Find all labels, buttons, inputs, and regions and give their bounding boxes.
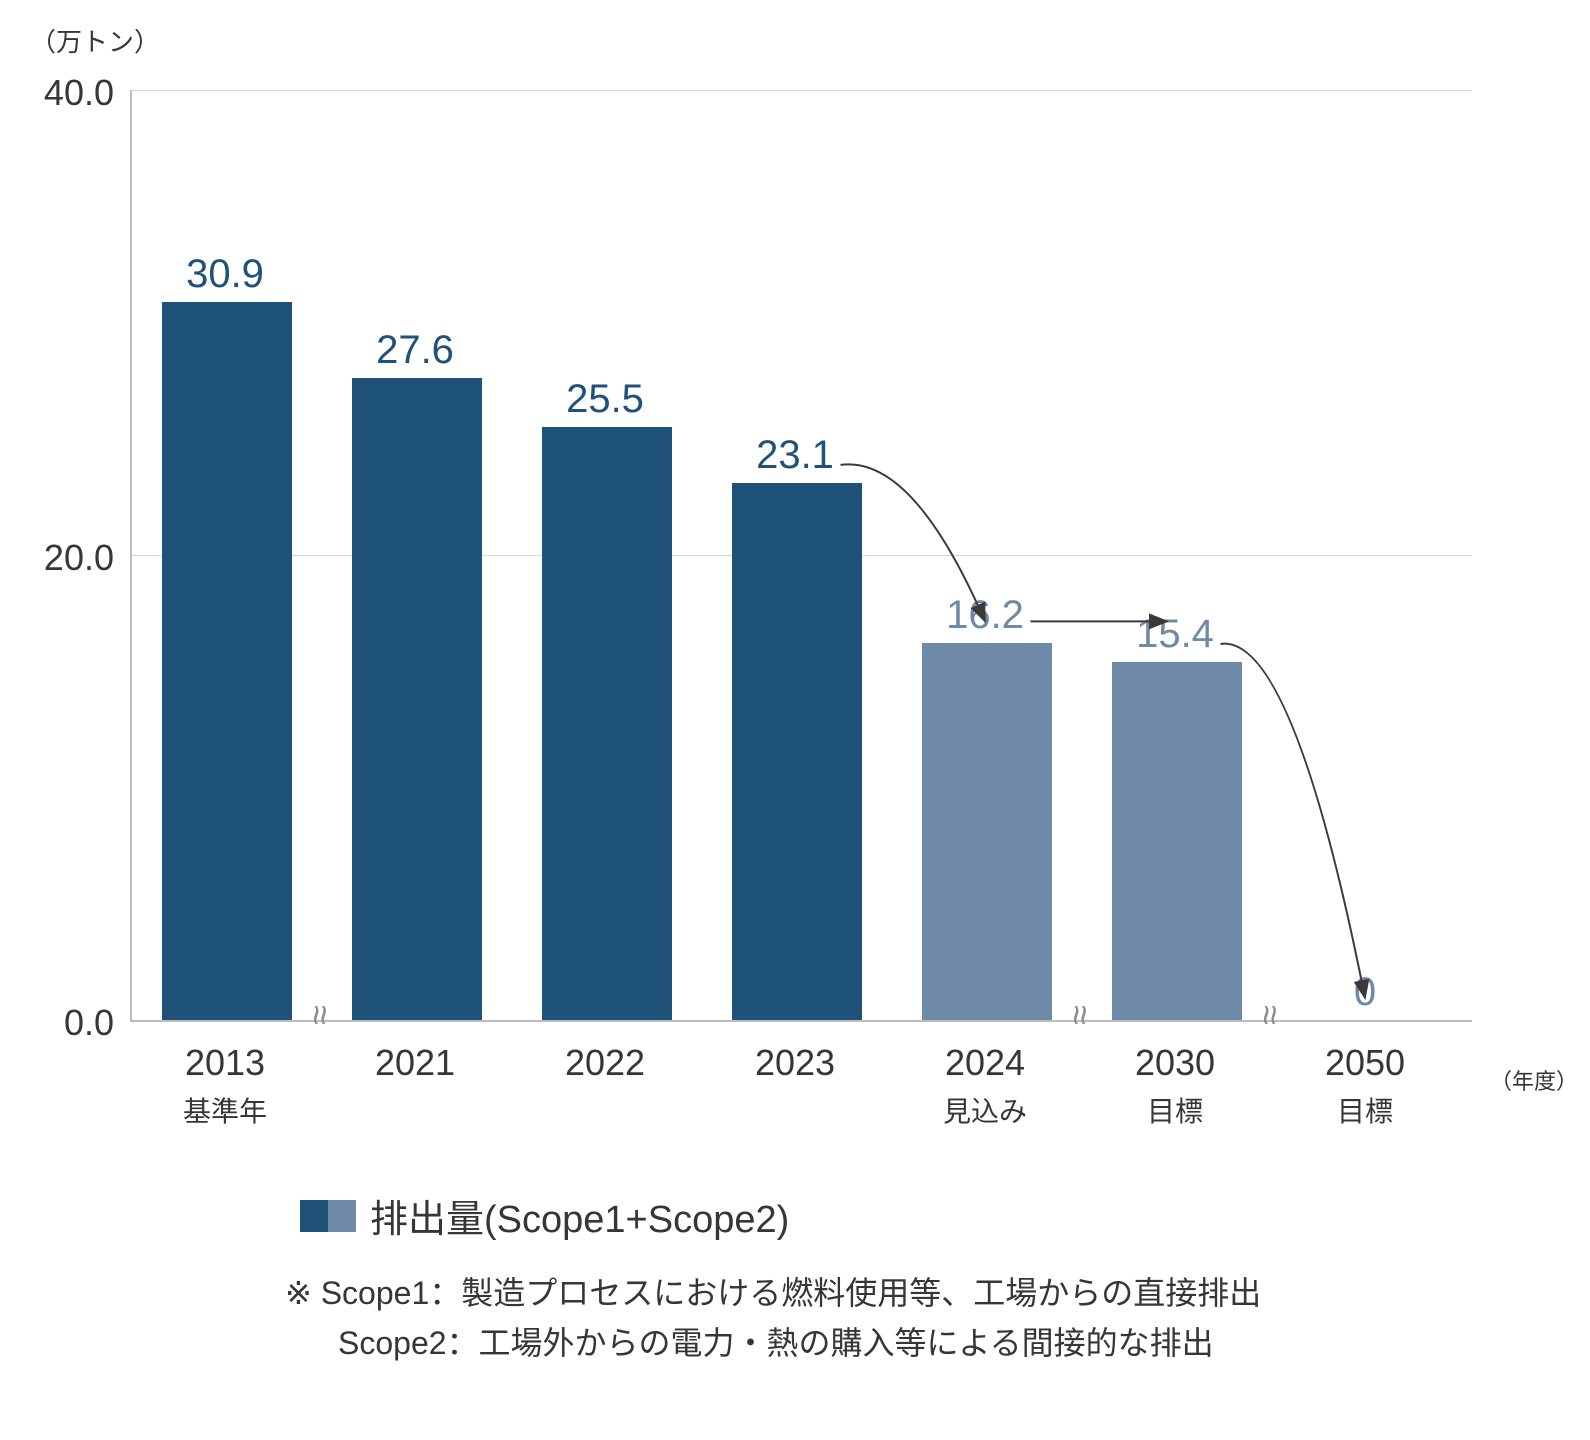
bar: [352, 378, 482, 1020]
x-tick-label: 2023: [755, 1042, 835, 1084]
emissions-bar-chart: （万トン） 排出量(Scope1+Scope2) ※ Scope1：製造プロセス…: [0, 0, 1590, 1440]
bar-value-label: 25.5: [566, 377, 644, 422]
bar: [922, 643, 1052, 1020]
x-tick-label: 2021: [375, 1042, 455, 1084]
bar-value-label: 27.6: [376, 328, 454, 373]
y-tick-label: 40.0: [44, 72, 114, 114]
x-tick-sublabel: 目標: [1147, 1090, 1203, 1130]
legend-label: 排出量(Scope1+Scope2): [370, 1188, 789, 1243]
chart-legend: 排出量(Scope1+Scope2): [300, 1188, 789, 1243]
x-tick-label: 2030: [1135, 1042, 1215, 1084]
bar-value-label: 0: [1354, 970, 1376, 1015]
plot-area: [130, 90, 1472, 1022]
x-tick-sublabel: 基準年: [183, 1090, 267, 1130]
bar-value-label: 23.1: [756, 433, 834, 478]
y-tick-label: 0.0: [64, 1002, 114, 1044]
footnote-scope2: Scope2：工場外からの電力・熱の購入等による間接的な排出: [338, 1318, 1214, 1364]
bar-value-label: 15.4: [1136, 612, 1214, 657]
x-tick-label: 2022: [565, 1042, 645, 1084]
legend-swatch: [300, 1200, 328, 1232]
gridline: [132, 90, 1472, 91]
legend-swatch: [328, 1200, 356, 1232]
axis-break-icon: ≈: [1261, 1005, 1279, 1025]
x-axis-unit-label: （年度）: [1490, 1064, 1578, 1096]
x-tick-sublabel: 見込み: [943, 1090, 1027, 1130]
axis-break-icon: ≈: [311, 1005, 329, 1025]
bar-value-label: 30.9: [186, 252, 264, 297]
y-axis-unit-label: （万トン）: [30, 22, 160, 59]
footnote-scope1: ※ Scope1：製造プロセスにおける燃料使用等、工場からの直接排出: [285, 1268, 1261, 1314]
legend-swatch-group: [300, 1200, 356, 1232]
bar: [732, 483, 862, 1020]
x-tick-label: 2024: [945, 1042, 1025, 1084]
bar: [1112, 662, 1242, 1020]
axis-break-icon: ≈: [1071, 1005, 1089, 1025]
bar: [162, 302, 292, 1020]
x-tick-label: 2050: [1325, 1042, 1405, 1084]
bar: [542, 427, 672, 1020]
x-tick-sublabel: 目標: [1337, 1090, 1393, 1130]
bar-value-label: 16.2: [946, 593, 1024, 638]
x-tick-label: 2013: [185, 1042, 265, 1084]
y-tick-label: 20.0: [44, 537, 114, 579]
